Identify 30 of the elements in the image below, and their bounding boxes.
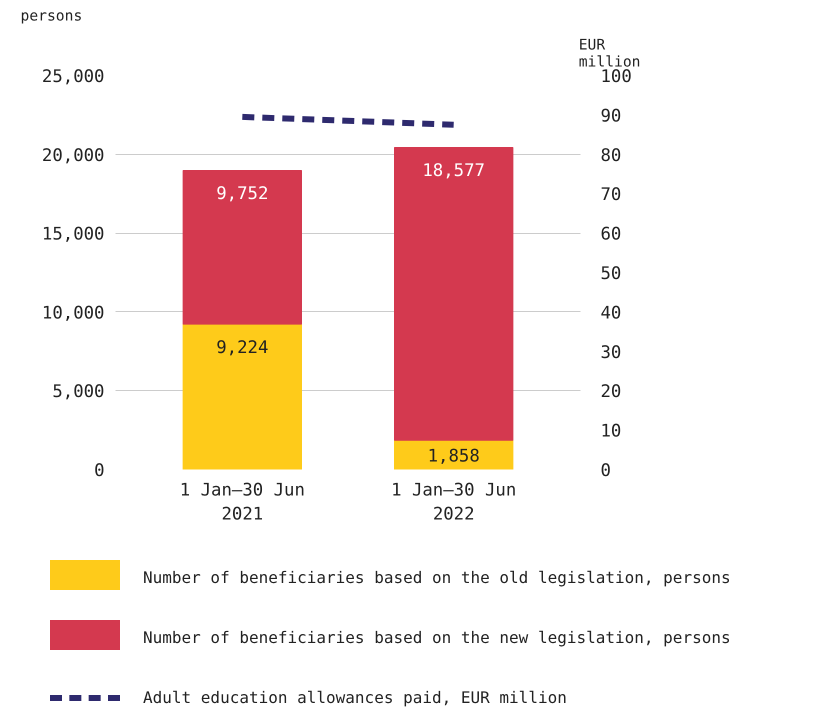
y2-tick-label: 90 xyxy=(600,106,622,126)
y-tick-label: 15,000 xyxy=(42,224,105,245)
y-tick-label: 25,000 xyxy=(42,67,105,87)
y2-tick-label: 30 xyxy=(600,342,622,363)
data-label: 18,577 xyxy=(422,161,485,182)
y-tick-label: 20,000 xyxy=(42,146,105,166)
y2-tick-label: 50 xyxy=(600,264,622,284)
bar xyxy=(394,146,514,441)
legend-label: Number of beneficiaries based on the new legislation, persons xyxy=(143,626,731,649)
y2-tick-label: 10 xyxy=(600,422,622,442)
y-tick-label: 10,000 xyxy=(42,303,105,324)
y2-tick-label: 80 xyxy=(600,146,622,166)
data-label: 1,858 xyxy=(428,446,480,466)
x-tick-label: 1 Jan–30 Jun 2021 xyxy=(180,480,305,524)
bar xyxy=(182,324,302,470)
y2-tick-label: 40 xyxy=(600,303,622,324)
x-tick-label: 1 Jan–30 Jun 2022 xyxy=(391,480,516,524)
y-axis-title: persons xyxy=(20,8,82,24)
bar xyxy=(394,440,514,470)
legend-label: Adult education allowances paid, EUR million xyxy=(143,686,567,709)
legend-label: Number of beneficiaries based on the old legislation, persons xyxy=(143,566,731,589)
y2-tick-label: 70 xyxy=(600,185,622,206)
y2-tick-label: 60 xyxy=(600,224,622,245)
data-label: 9,224 xyxy=(216,338,268,358)
bar xyxy=(182,170,302,325)
y-tick-label: 0 xyxy=(94,461,105,481)
y2-tick-label: 0 xyxy=(600,461,611,481)
y-tick-label: 5,000 xyxy=(52,382,105,402)
y2-tick-label: 20 xyxy=(600,382,622,402)
data-label: 9,752 xyxy=(216,184,268,204)
